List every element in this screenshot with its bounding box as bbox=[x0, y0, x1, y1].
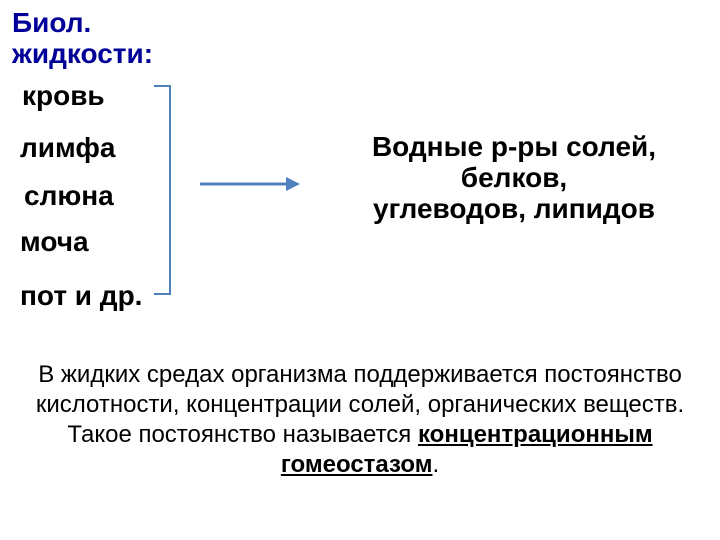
bottom-after: . bbox=[432, 451, 439, 478]
fluid-2: слюна bbox=[24, 180, 114, 212]
fluid-0: кровь bbox=[22, 80, 105, 112]
heading-line2: жидкости: bbox=[12, 38, 153, 69]
heading-line1: Биол. bbox=[12, 7, 91, 38]
definition-text: Водные р-ры солей, белков, углеводов, ли… bbox=[324, 132, 704, 224]
fluid-4: пот и др. bbox=[20, 280, 142, 312]
bracket-icon bbox=[152, 84, 180, 296]
arrow-icon bbox=[200, 169, 305, 199]
fluid-3: моча bbox=[20, 226, 89, 258]
fluid-1: лимфа bbox=[20, 132, 115, 164]
bottom-paragraph: В жидких средах организма поддерживается… bbox=[32, 360, 688, 480]
right-line2: белков, bbox=[461, 162, 567, 193]
right-line3: углеводов, липидов bbox=[373, 193, 655, 224]
heading: Биол. жидкости: bbox=[12, 8, 153, 70]
right-line1: Водные р-ры солей, bbox=[372, 131, 656, 162]
